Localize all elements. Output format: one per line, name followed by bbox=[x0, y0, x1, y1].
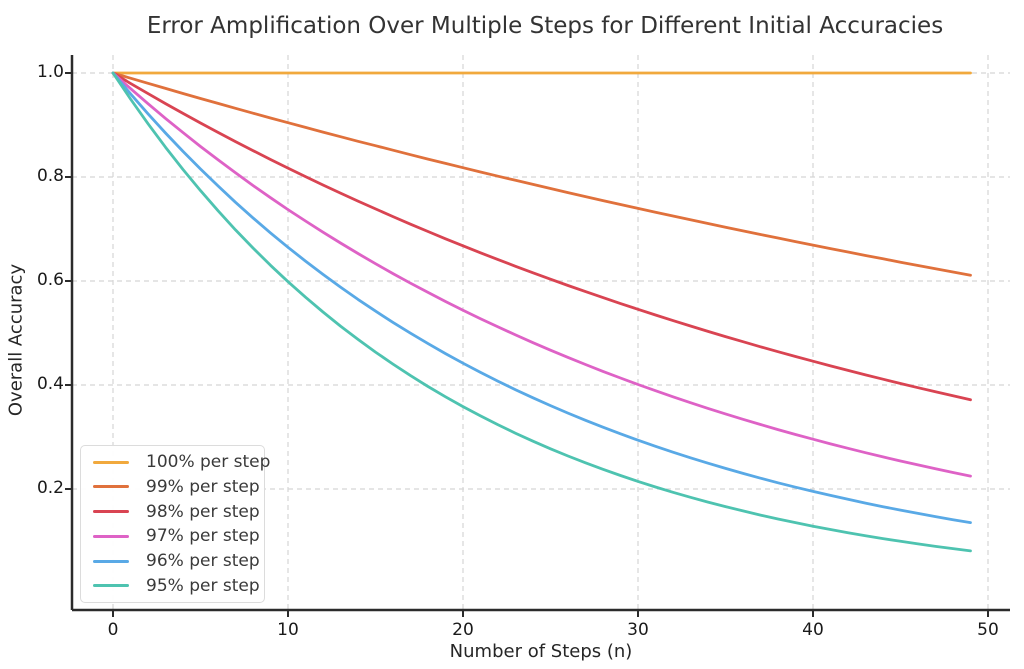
legend-item: 100% per step bbox=[81, 450, 270, 475]
legend-item: 98% per step bbox=[81, 499, 264, 524]
x-tick-label: 30 bbox=[627, 620, 649, 640]
series-line-2 bbox=[111, 71, 972, 402]
y-tick-label: 0.4 bbox=[36, 374, 64, 394]
legend-item-label: 98% per step bbox=[146, 501, 260, 522]
legend-item: 95% per step bbox=[81, 573, 264, 598]
legend-item: 97% per step bbox=[81, 524, 264, 549]
x-tick-label: 50 bbox=[977, 620, 999, 640]
series-line-3 bbox=[111, 71, 972, 478]
chart-title: Error Amplification Over Multiple Steps … bbox=[146, 13, 944, 39]
x-tick-label: 10 bbox=[277, 620, 299, 640]
legend-item-label: 97% per step bbox=[146, 526, 260, 547]
y-tick-label: 0.8 bbox=[36, 166, 64, 186]
x-axis-label: Number of Steps (n) bbox=[449, 641, 633, 662]
legend-item-label: 100% per step bbox=[146, 452, 271, 473]
y-tick-label: 1.0 bbox=[36, 62, 64, 82]
legend-line-swatch bbox=[93, 460, 129, 464]
series-line-1 bbox=[111, 71, 972, 277]
series-line-5 bbox=[111, 71, 972, 553]
x-tick-label: 40 bbox=[802, 620, 824, 640]
legend-item: 96% per step bbox=[81, 549, 264, 574]
x-tick-label: 20 bbox=[452, 620, 474, 640]
legend-line-swatch bbox=[93, 485, 129, 489]
legend: 100% per step 99% per step 98% per step 97%… bbox=[80, 445, 270, 603]
legend-item: 99% per step bbox=[81, 475, 264, 500]
legend-line-swatch bbox=[93, 559, 129, 563]
legend-item-label: 96% per step bbox=[146, 551, 260, 571]
x-tick-label: 0 bbox=[107, 620, 119, 640]
legend-line-swatch bbox=[93, 534, 129, 538]
legend-item-label: 99% per step bbox=[146, 476, 260, 497]
series-line-4 bbox=[111, 71, 972, 524]
legend-line-swatch bbox=[93, 510, 129, 514]
y-tick-label: 0.2 bbox=[36, 478, 64, 498]
legend-item-label: 95% per step bbox=[146, 575, 260, 596]
y-tick-label: 0.6 bbox=[36, 270, 64, 290]
legend-line-swatch bbox=[93, 584, 129, 588]
